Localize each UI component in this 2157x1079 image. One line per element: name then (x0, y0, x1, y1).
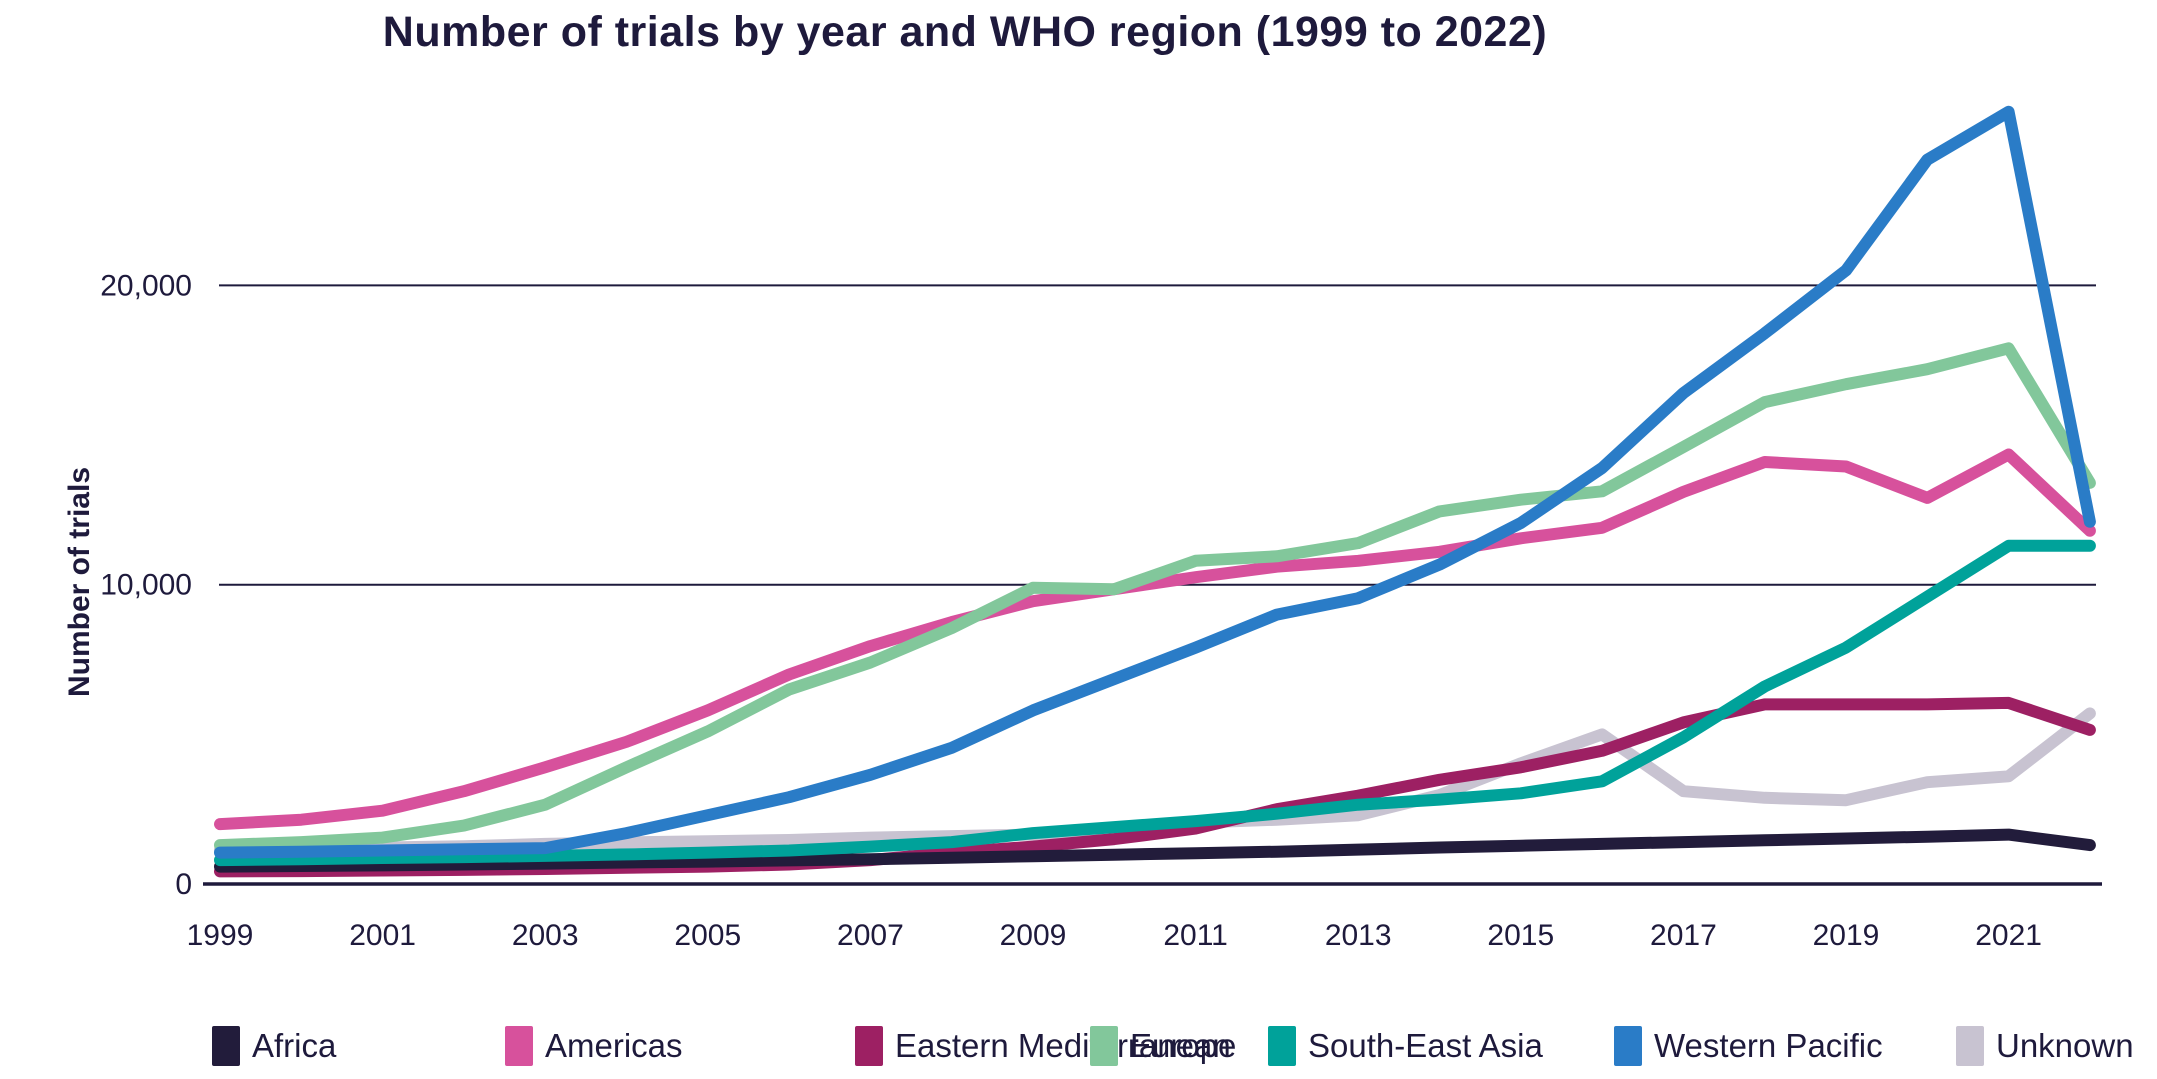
x-tick-label: 2003 (512, 919, 579, 952)
x-tick-label: 2011 (1163, 919, 1228, 952)
legend-swatch-western-pacific (1614, 1026, 1642, 1066)
x-tick-label: 2013 (1325, 919, 1392, 952)
y-tick-label: 10,000 (100, 569, 192, 602)
legend-swatch-eastern-mediterranean (855, 1026, 883, 1066)
x-tick-label: 2017 (1650, 919, 1717, 952)
legend-label: Americas (545, 1027, 683, 1064)
legend-item-south-east-asia: South-East Asia (1268, 1024, 1543, 1068)
legend-label: Africa (252, 1027, 337, 1064)
legend-item-western-pacific: Western Pacific (1614, 1024, 1883, 1068)
legend-swatch-unknown (1956, 1026, 1984, 1066)
x-tick-label: 2007 (837, 919, 904, 952)
series-line-americas (214, 448, 2096, 831)
y-tick-label: 0 (175, 868, 192, 901)
chart-title: Number of trials by year and WHO region … (382, 8, 1548, 56)
legend-item-eastern-mediterranean: Eastern Mediterranean (855, 1024, 1231, 1068)
legend-swatch-south-east-asia (1268, 1026, 1296, 1066)
series-line-europe (214, 342, 2096, 852)
x-tick-label: 2019 (1813, 919, 1880, 952)
legend-label: Unknown (1996, 1027, 2134, 1064)
legend-swatch-americas (505, 1026, 533, 1066)
x-tick-label: 2021 (1975, 919, 2042, 952)
series-line-south-east-asia (214, 539, 2096, 867)
chart-legend: Africa Americas Eastern Mediterranean Europ… (0, 1024, 2157, 1074)
legend-item-europe: Europe (1090, 1024, 1236, 1068)
legend-label: Eastern Mediterranean (895, 1027, 1231, 1064)
legend-swatch-africa (212, 1026, 240, 1066)
trials-line-chart: 0 10,000 20,000 1999 2001 2003 2005 2007 2009 201… (100, 105, 2102, 952)
x-tick-label: 2001 (349, 919, 416, 952)
x-tick-label: 2015 (1487, 919, 1554, 952)
legend-label: South-East Asia (1308, 1027, 1543, 1064)
legend-item-africa: Africa (212, 1024, 336, 1068)
legend-swatch-europe (1090, 1026, 1118, 1066)
legend-item-americas: Americas (505, 1024, 683, 1068)
x-tick-label: 2005 (674, 919, 741, 952)
series-line-western-pacific (214, 105, 2096, 859)
legend-item-unknown: Unknown (1956, 1024, 2134, 1068)
x-tick-label: 1999 (187, 919, 254, 952)
legend-label: Western Pacific (1654, 1027, 1883, 1064)
x-tick-label: 2009 (1000, 919, 1067, 952)
series-line-africa (214, 828, 2096, 873)
y-tick-label: 20,000 (100, 269, 192, 302)
legend-label: Europe (1130, 1027, 1237, 1064)
